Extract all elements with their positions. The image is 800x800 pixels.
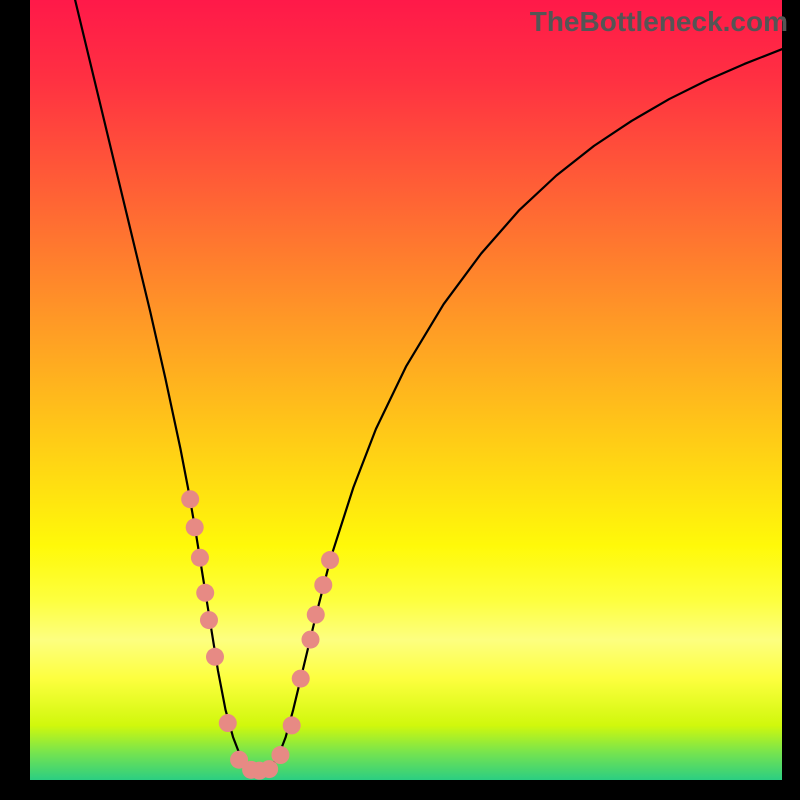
frame-right [782, 0, 800, 800]
scatter-point [181, 490, 199, 508]
scatter-point [271, 746, 289, 764]
scatter-point [191, 549, 209, 567]
scatter-point [292, 670, 310, 688]
plot-area [30, 0, 782, 780]
scatter-point [196, 584, 214, 602]
watermark-text: TheBottleneck.com [530, 6, 788, 38]
frame-left [0, 0, 30, 800]
scatter-point [314, 576, 332, 594]
plot-svg [30, 0, 782, 780]
scatter-point [302, 631, 320, 649]
scatter-point [200, 611, 218, 629]
gradient-background [30, 0, 782, 780]
scatter-point [186, 518, 204, 536]
chart-root: TheBottleneck.com [0, 0, 800, 800]
scatter-point [321, 551, 339, 569]
scatter-point [260, 760, 278, 778]
scatter-point [307, 606, 325, 624]
scatter-point [219, 714, 237, 732]
scatter-point [283, 716, 301, 734]
scatter-point [206, 648, 224, 666]
frame-bottom [0, 780, 800, 800]
